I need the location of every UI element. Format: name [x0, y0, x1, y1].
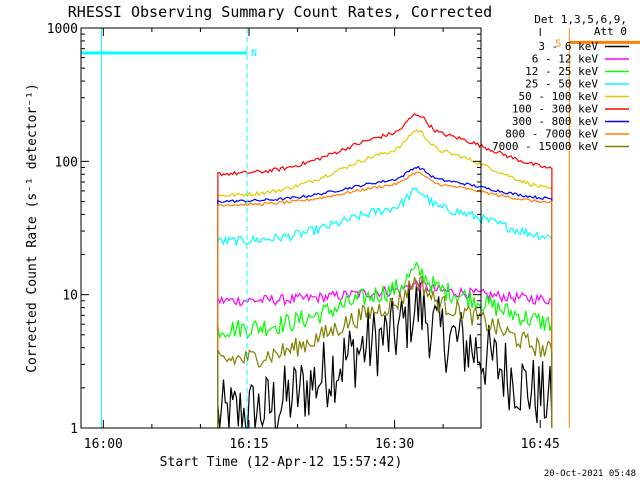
flag-layer: NS: [81, 28, 640, 428]
x-tick-label-1645: 16:45: [521, 437, 560, 452]
series-line-100-300-kev: [217, 112, 553, 428]
data-layer: [217, 112, 553, 429]
axis-layer: 16:0016:1516:3016:4517:0017:1517:3011010…: [47, 22, 560, 452]
legend-label-12-25-kev: 12 - 25 keV: [525, 65, 598, 78]
x-tick-label-1630: 16:30: [375, 437, 414, 452]
series-line-3-6-kev: [217, 282, 553, 429]
legend-label-3-6-kev: 3 - 6 keV: [538, 40, 598, 53]
series-line-12-25-kev: [217, 261, 553, 428]
series-line-50-100-kev: [217, 129, 553, 428]
legend-label-25-50-kev: 25 - 50 keV: [525, 78, 598, 91]
legend-label-300-800-kev: 300 - 800 keV: [512, 115, 598, 128]
legend-header-line: Det 1,3,5,6,9,: [534, 13, 627, 26]
legend-header-line: Att 0: [594, 25, 627, 38]
footer-date: 20-Oct-2021 05:48: [544, 469, 636, 479]
flag-label-n: N: [251, 48, 257, 59]
x-tick-label-1615: 16:15: [229, 437, 268, 452]
series-line-7000-15000-kev: [217, 275, 553, 428]
x-tick-label-1600: 16:00: [84, 437, 123, 452]
plot-frame: [80, 27, 482, 429]
y-tick-label-100: 100: [55, 155, 78, 170]
legend-label-100-300-kev: 100 - 300 keV: [512, 103, 598, 116]
series-line-25-50-kev: [217, 187, 553, 428]
y-tick-label-1: 1: [70, 422, 78, 437]
legend-label-6-12-kev: 6 - 12 keV: [532, 53, 599, 66]
series-line-6-12-kev: [217, 278, 553, 428]
series-line-800-7000-kev: [217, 171, 553, 428]
y-axis-label: Corrected Count Rate (s⁻¹ detector⁻¹): [25, 83, 40, 373]
legend-label-800-7000-kev: 800 - 7000 keV: [505, 128, 598, 141]
legend-label-7000-15000-kev: 7000 - 15000 keV: [492, 140, 598, 153]
flag-label-s: S: [555, 38, 561, 49]
series-line-300-800-kev: [217, 165, 553, 428]
y-tick-label-1000: 1000: [47, 22, 78, 37]
x-axis-label: Start Time (12-Apr-12 15:57:42): [160, 455, 403, 470]
chart-title: RHESSI Observing Summary Count Rates, Co…: [68, 3, 492, 21]
y-tick-label-10: 10: [62, 289, 78, 304]
legend-label-50-100-kev: 50 - 100 keV: [519, 90, 599, 103]
